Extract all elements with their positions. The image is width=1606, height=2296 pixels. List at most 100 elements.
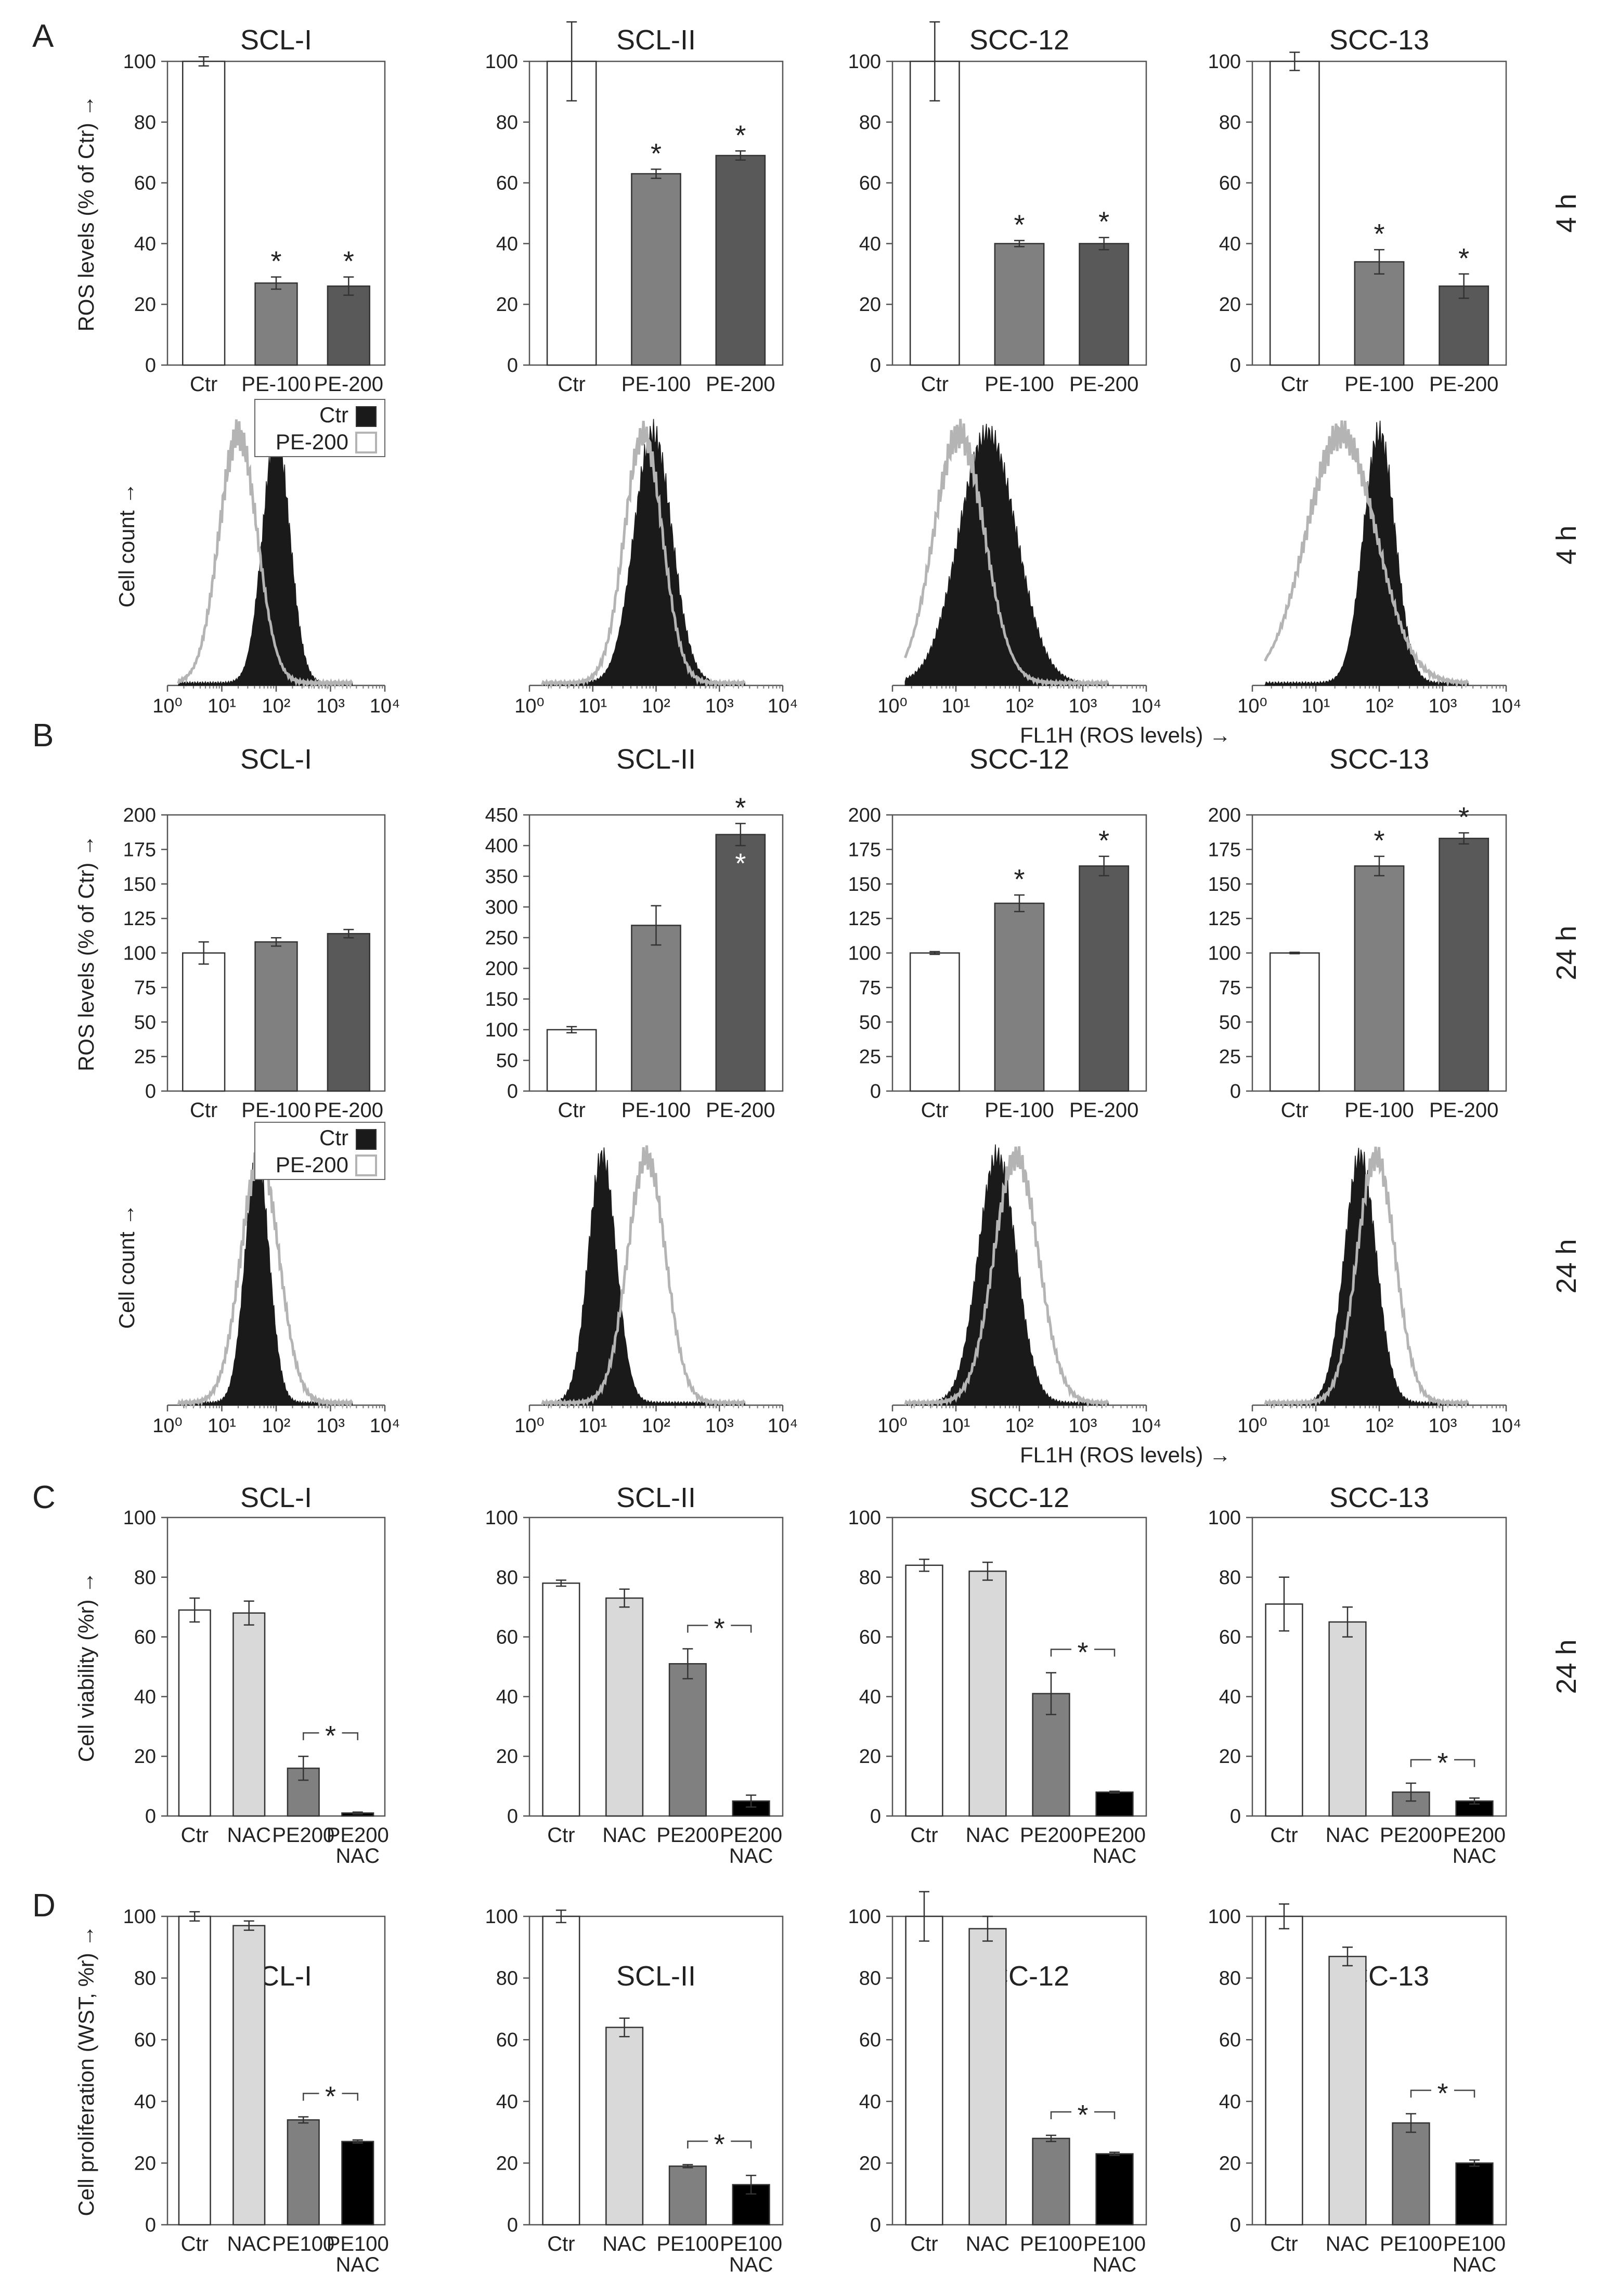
y-tick-label: 80 xyxy=(1219,112,1241,134)
bar xyxy=(968,1928,1007,2226)
x-category-label: PE100 xyxy=(327,2233,389,2255)
x-category-label: Ctr xyxy=(1281,1099,1309,1122)
bar xyxy=(232,1612,266,1817)
chart-title: SCL-I xyxy=(240,1482,312,1513)
bar xyxy=(605,1597,644,1817)
bar xyxy=(1354,865,1405,1092)
x-category-label: PE-100 xyxy=(985,1099,1054,1122)
time-label-c: 24 h xyxy=(1551,1639,1582,1694)
y-tick-label: 60 xyxy=(859,173,881,194)
x-axis-label: FL1H (ROS levels) → xyxy=(1020,723,1231,747)
y-tick-label: 100 xyxy=(123,1906,156,1928)
bar xyxy=(994,243,1045,366)
x-tick-label: 10⁴ xyxy=(1131,1415,1162,1437)
y-tick-label: 40 xyxy=(496,233,518,255)
y-tick-label: 100 xyxy=(848,1906,881,1928)
y-tick-label: 125 xyxy=(848,908,881,930)
y-tick-label: 40 xyxy=(1219,1686,1241,1708)
y-tick-label: 20 xyxy=(1219,294,1241,316)
x-tick-label: 10³ xyxy=(316,1415,345,1437)
y-tick-label: 0 xyxy=(870,2214,881,2236)
x-category-label: Ctr xyxy=(547,1824,575,1847)
plot-frame xyxy=(891,1516,1147,1817)
histogram-ctr-area xyxy=(904,1144,1109,1407)
bar xyxy=(1269,60,1320,366)
y-tick-label: 40 xyxy=(1219,2091,1241,2113)
x-tick-label: 10⁴ xyxy=(370,1415,400,1437)
y-tick-label: 200 xyxy=(485,958,518,980)
x-tick-label: 10³ xyxy=(1069,695,1097,717)
y-tick-label: 25 xyxy=(859,1046,881,1068)
y-tick-label: 20 xyxy=(134,1746,156,1768)
chart-title: SCL-II xyxy=(616,24,696,56)
x-category-label: PE-200 xyxy=(314,1099,383,1122)
chart-title: SCL-I xyxy=(240,744,312,775)
y-tick-label: 20 xyxy=(496,294,518,316)
x-tick-label: 10⁴ xyxy=(1131,695,1162,717)
legend-swatch-pe200 xyxy=(355,1155,377,1176)
y-tick-label: 25 xyxy=(134,1046,156,1068)
histogram-pe-line xyxy=(540,1145,746,1409)
x-tick-label: 10¹ xyxy=(1302,1415,1330,1437)
bar xyxy=(182,60,226,366)
y-tick-label: 75 xyxy=(134,977,156,999)
legend-swatch-ctr xyxy=(356,406,377,427)
y-tick-label: 0 xyxy=(1230,355,1241,377)
significance-star: * xyxy=(1458,243,1469,274)
y-tick-label: 40 xyxy=(134,2091,156,2113)
plot-frame xyxy=(528,1516,784,1817)
significance-star: * xyxy=(651,138,662,169)
y-tick-label: 100 xyxy=(485,51,518,73)
histogram-ctr-area xyxy=(177,1145,353,1407)
x-category-label: PE100 xyxy=(656,2233,719,2255)
y-tick-label: 80 xyxy=(134,112,156,134)
bar-chart-B1: SCL-I 0 25 50 75 100 125 150 175 200 Ctr PE-100 PE-2… xyxy=(123,744,386,1122)
y-tick-label: 450 xyxy=(485,805,518,826)
y-tick-label: 60 xyxy=(1219,1627,1241,1649)
x-category-label: PE-100 xyxy=(241,1099,310,1122)
x-tick-label: 10¹ xyxy=(942,1415,970,1437)
bar xyxy=(631,173,681,366)
x-tick-label: 10⁰ xyxy=(1237,1415,1267,1437)
y-tick-label: 350 xyxy=(485,866,518,888)
y-tick-label: 100 xyxy=(1208,1906,1241,1928)
time-label-b-bars: 24 h xyxy=(1551,926,1582,980)
y-tick-label: 0 xyxy=(507,1806,518,1827)
y-tick-label: 75 xyxy=(859,977,881,999)
bracket-gap xyxy=(1431,2086,1454,2095)
significance-star: * xyxy=(325,1720,336,1752)
bar xyxy=(254,941,298,1092)
y-tick-label: 60 xyxy=(496,2029,518,2051)
x-category-label: Ctr xyxy=(921,1099,949,1122)
y-tick-label: 0 xyxy=(507,355,518,377)
y-tick-label: 40 xyxy=(134,1686,156,1708)
plot-frame xyxy=(891,1915,1147,2226)
chart-title: SCC-12 xyxy=(969,744,1069,775)
y-tick-label: 100 xyxy=(1208,51,1241,73)
x-category-label: Ctr xyxy=(910,1824,938,1847)
x-tick-label: 10³ xyxy=(705,695,734,717)
histogram-ctr-area xyxy=(541,419,745,687)
bar xyxy=(542,1915,580,2226)
y-tick-label: 20 xyxy=(134,2152,156,2174)
y-tick-label: 0 xyxy=(507,2214,518,2236)
chart-title: SCC-13 xyxy=(1329,24,1429,56)
histogram-pe-line xyxy=(1264,420,1469,689)
y-axis-label-viability: Cell viability (%r) → xyxy=(74,1572,98,1762)
bar xyxy=(542,1582,580,1817)
y-tick-label: 175 xyxy=(123,839,156,861)
x-category-label: NAC xyxy=(1453,1845,1496,1867)
bar xyxy=(1392,2122,1430,2226)
y-tick-label: 0 xyxy=(870,355,881,377)
x-category-label: Ctr xyxy=(181,2233,209,2255)
bar xyxy=(1079,243,1130,366)
y-axis-label-cellcount-a: Cell count → xyxy=(114,483,139,607)
x-tick-label: 10¹ xyxy=(578,695,607,717)
x-category-label: NAC xyxy=(729,1845,773,1867)
x-category-label: Ctr xyxy=(190,373,217,396)
x-tick-label: 10¹ xyxy=(208,695,236,717)
y-tick-label: 400 xyxy=(485,835,518,857)
